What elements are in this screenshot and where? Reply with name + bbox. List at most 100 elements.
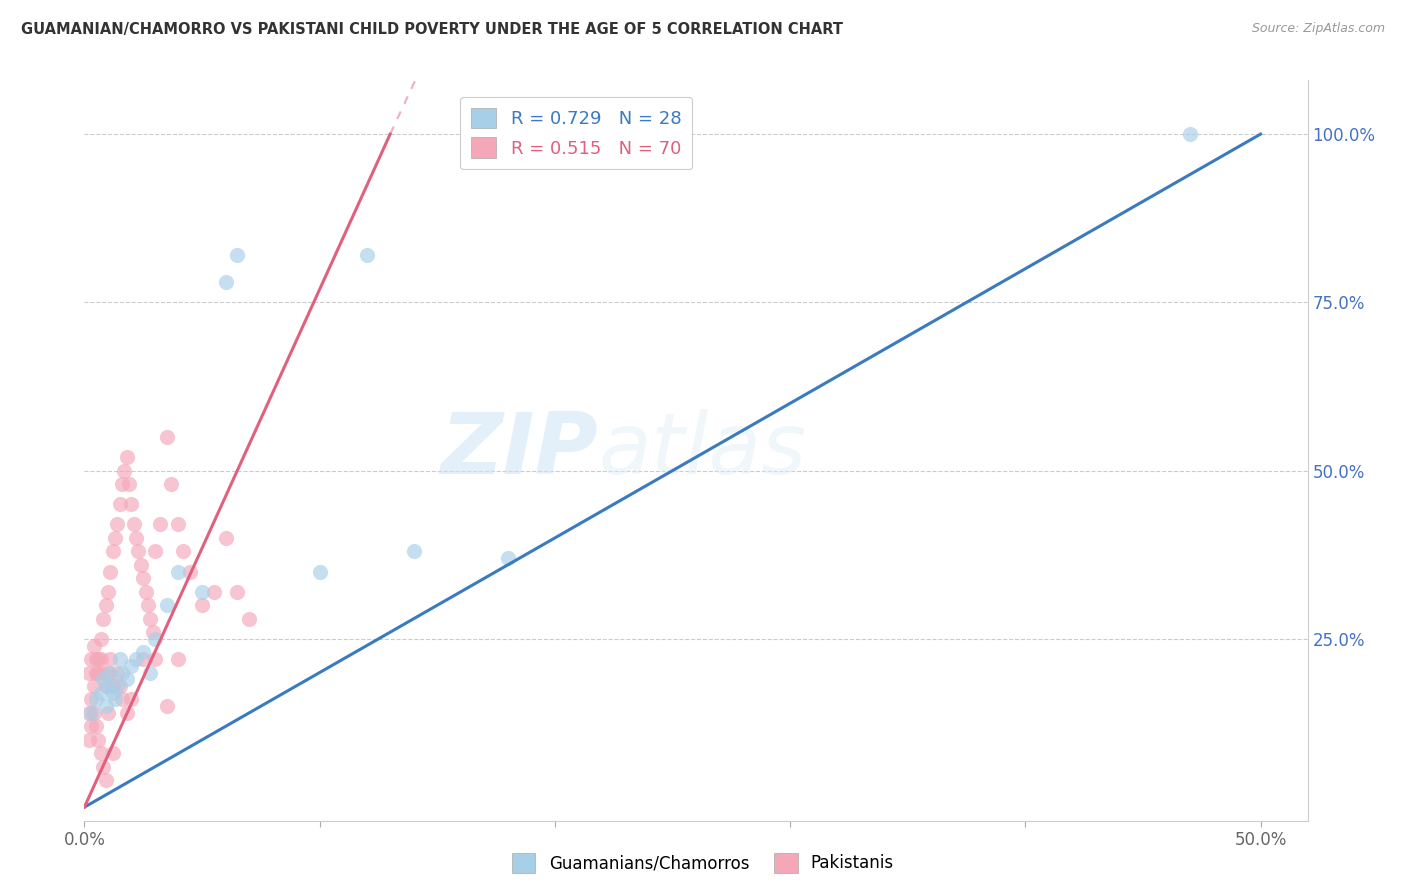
Point — [132, 652, 155, 666]
Point — [160, 477, 183, 491]
Point — [402, 544, 425, 558]
Text: ZIP: ZIP — [440, 409, 598, 492]
Point — [143, 544, 166, 558]
Point — [156, 699, 179, 714]
Point — [77, 665, 100, 680]
Point — [356, 248, 378, 262]
Point — [80, 692, 103, 706]
Point — [111, 665, 134, 680]
Legend: Guamanians/Chamorros, Pakistanis: Guamanians/Chamorros, Pakistanis — [505, 847, 901, 880]
Point — [308, 565, 330, 579]
Point — [77, 732, 100, 747]
Point — [120, 692, 142, 706]
Point — [101, 679, 124, 693]
Point — [90, 747, 112, 761]
Point — [214, 531, 236, 545]
Point — [84, 692, 107, 706]
Point — [105, 517, 128, 532]
Point — [120, 658, 142, 673]
Point — [97, 679, 120, 693]
Point — [97, 706, 120, 720]
Point — [120, 497, 142, 511]
Point — [143, 632, 166, 646]
Point — [191, 599, 214, 613]
Point — [111, 477, 134, 491]
Point — [115, 706, 138, 720]
Point — [179, 565, 201, 579]
Point — [77, 706, 100, 720]
Point — [91, 760, 114, 774]
Point — [122, 517, 145, 532]
Text: atlas: atlas — [598, 409, 806, 492]
Point — [90, 632, 112, 646]
Point — [226, 584, 249, 599]
Point — [111, 692, 134, 706]
Point — [125, 652, 148, 666]
Point — [214, 275, 236, 289]
Point — [167, 565, 190, 579]
Point — [98, 652, 121, 666]
Point — [238, 612, 260, 626]
Point — [167, 652, 190, 666]
Point — [112, 464, 135, 478]
Point — [80, 652, 103, 666]
Point — [172, 544, 194, 558]
Point — [91, 665, 114, 680]
Point — [202, 584, 225, 599]
Point — [132, 571, 155, 585]
Point — [496, 551, 519, 566]
Point — [84, 665, 107, 680]
Legend: R = 0.729   N = 28, R = 0.515   N = 70: R = 0.729 N = 28, R = 0.515 N = 70 — [460, 96, 692, 169]
Point — [1178, 127, 1201, 141]
Point — [84, 652, 107, 666]
Point — [125, 531, 148, 545]
Point — [143, 652, 166, 666]
Point — [127, 544, 149, 558]
Point — [101, 544, 124, 558]
Point — [139, 612, 162, 626]
Point — [91, 673, 114, 687]
Point — [83, 706, 105, 720]
Point — [167, 517, 190, 532]
Point — [105, 665, 128, 680]
Point — [101, 747, 124, 761]
Point — [90, 686, 112, 700]
Point — [87, 732, 110, 747]
Point — [84, 719, 107, 733]
Point — [97, 665, 120, 680]
Point — [115, 450, 138, 465]
Point — [94, 773, 117, 788]
Point — [87, 652, 110, 666]
Point — [226, 248, 249, 262]
Point — [98, 565, 121, 579]
Point — [94, 599, 117, 613]
Point — [115, 673, 138, 687]
Point — [156, 599, 179, 613]
Point — [104, 692, 127, 706]
Point — [104, 531, 127, 545]
Point — [135, 584, 157, 599]
Point — [80, 706, 103, 720]
Point — [83, 639, 105, 653]
Point — [191, 584, 214, 599]
Point — [105, 679, 128, 693]
Point — [118, 477, 141, 491]
Point — [91, 612, 114, 626]
Point — [94, 699, 117, 714]
Text: GUAMANIAN/CHAMORRO VS PAKISTANI CHILD POVERTY UNDER THE AGE OF 5 CORRELATION CHA: GUAMANIAN/CHAMORRO VS PAKISTANI CHILD PO… — [21, 22, 844, 37]
Point — [94, 679, 117, 693]
Point — [83, 679, 105, 693]
Point — [108, 652, 131, 666]
Point — [87, 665, 110, 680]
Point — [108, 679, 131, 693]
Point — [108, 497, 131, 511]
Point — [149, 517, 172, 532]
Point — [132, 645, 155, 659]
Point — [80, 719, 103, 733]
Point — [97, 584, 120, 599]
Point — [156, 430, 179, 444]
Point — [139, 665, 162, 680]
Text: Source: ZipAtlas.com: Source: ZipAtlas.com — [1251, 22, 1385, 36]
Point — [90, 652, 112, 666]
Point — [101, 686, 124, 700]
